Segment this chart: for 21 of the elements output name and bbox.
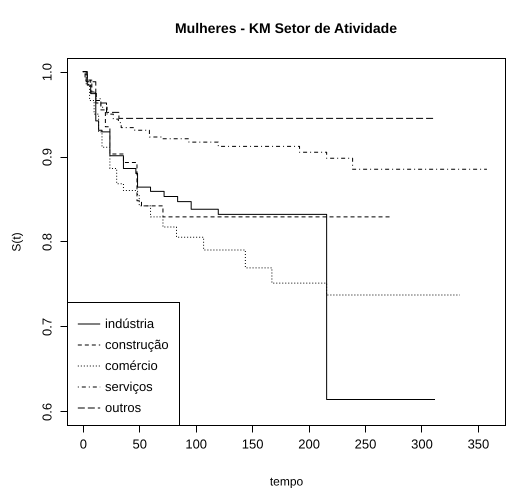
x-tick-label: 200 — [298, 436, 320, 452]
x-tick-label: 150 — [242, 436, 264, 452]
y-tick-label: 1.0 — [40, 63, 54, 82]
y-tick-label: 0.9 — [40, 148, 54, 166]
x-tick-label: 100 — [185, 436, 208, 452]
y-tick-label: 0.8 — [40, 232, 54, 252]
chart-title: Mulheres - KM Setor de Atividade — [175, 20, 398, 36]
x-tick-label: 250 — [354, 436, 376, 452]
x-tick-label: 0 — [80, 436, 87, 452]
legend-label: serviços — [105, 379, 154, 394]
x-tick-label: 350 — [468, 436, 490, 452]
x-tick-label: 50 — [132, 436, 147, 452]
x-axis-title: tempo — [270, 474, 304, 488]
x-tick-label: 300 — [411, 436, 433, 452]
y-tick-label: 0.7 — [40, 318, 54, 336]
legend-label: construção — [105, 337, 169, 352]
y-axis-title: S(t) — [10, 232, 24, 252]
legend-label: outros — [105, 400, 142, 415]
y-tick-label: 0.6 — [40, 402, 54, 421]
legend-label: indústria — [105, 316, 155, 331]
legend-label: comércio — [105, 358, 158, 373]
